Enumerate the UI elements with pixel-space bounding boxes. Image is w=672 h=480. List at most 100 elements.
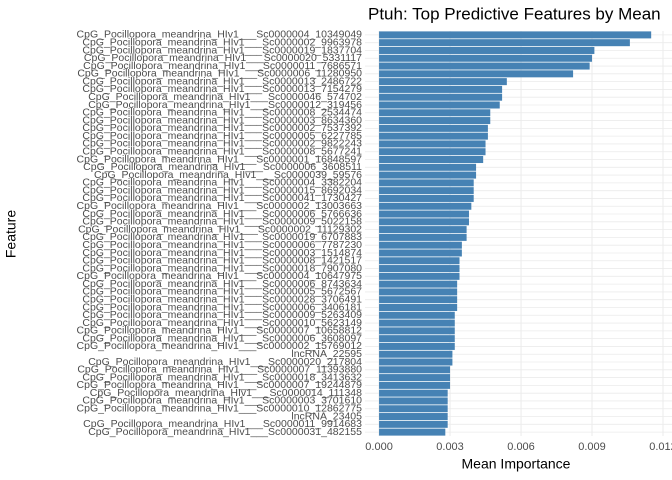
y-tick-label: CpG_Pocillopora_meandrina_HIv1___Sc00000…: [82, 247, 362, 259]
bar: [379, 272, 460, 280]
y-tick-label: CpG_Pocillopora_meandrina_HIv1___Sc00000…: [82, 44, 362, 56]
y-tick-label: CpG_Pocillopora_meandrina_HIv1___Sc00000…: [77, 403, 363, 415]
y-tick-label: CpG_Pocillopora_meandrina_HIv1___Sc00000…: [82, 83, 362, 95]
bar: [379, 171, 477, 179]
bar: [379, 319, 455, 327]
x-tick-label: 0.009: [578, 441, 606, 453]
y-tick-label: CpG_Pocillopora_meandrina_HIv1___Sc00000…: [82, 278, 362, 290]
bar: [379, 366, 451, 374]
y-tick-label: CpG_Pocillopora_meandrina_HIv1___Sc00000…: [82, 309, 362, 321]
y-tick-label: CpG_Pocillopora_meandrina_HIv1___Sc00000…: [82, 192, 362, 204]
x-tick-label: 0.000: [365, 441, 393, 453]
bar: [379, 405, 448, 413]
bar: [379, 62, 590, 70]
bar: [379, 187, 474, 195]
y-tick-label: CpG_Pocillopora_meandrina_HIv1___Sc00000…: [83, 161, 362, 173]
bar: [379, 350, 453, 358]
y-tick-label: CpG_Pocillopora_meandrina_HIv1___Sc00000…: [77, 29, 363, 41]
bar: [379, 342, 455, 350]
y-tick-label: CpG_Pocillopora_meandrina_HIv1___Sc00000…: [83, 60, 362, 72]
bar: [379, 202, 472, 210]
bar: [379, 420, 448, 428]
y-tick-label: CpG_Pocillopora_meandrina_HIv1___Sc00000…: [82, 332, 362, 344]
bar: [379, 311, 455, 319]
bar: [379, 249, 462, 257]
y-tick-label: CpG_Pocillopora_meandrina_HIv1___Sc00000…: [82, 75, 362, 87]
y-tick-label: CpG_Pocillopora_meandrina_HIv1___Sc00000…: [88, 356, 362, 368]
y-tick-label: CpG_Pocillopora_meandrina_HIv1___Sc00000…: [82, 114, 362, 126]
bar: [379, 156, 484, 164]
bar: [379, 241, 462, 249]
y-tick-label: CpG_Pocillopora_meandrina_HIv1___Sc00000…: [82, 371, 362, 383]
y-tick-label: CpG_Pocillopora_meandrina_HIv1___Sc00000…: [77, 68, 362, 80]
y-tick-label: CpG_Pocillopora_meandrina_HIv1___Sc00000…: [82, 208, 362, 220]
bar: [379, 288, 458, 296]
y-tick-label: CpG_Pocillopora_meandrina_HIv1___Sc00000…: [82, 184, 362, 196]
bar: [379, 85, 503, 93]
bar: [379, 389, 448, 397]
y-tick-label: CpG_Pocillopora_meandrina_HIv1___Sc00000…: [88, 91, 362, 103]
y-tick-label: CpG_Pocillopora_meandrina_HIv1___Sc00000…: [82, 146, 362, 158]
y-tick-label: CpG_Pocillopora_meandrina_HIv1___Sc00000…: [82, 216, 362, 228]
bar: [379, 265, 460, 273]
y-tick-label: CpG_Pocillopora_meandrina_HIv1___Sc00000…: [82, 36, 362, 48]
y-tick-label: CpG_Pocillopora_meandrina_HIv1___Sc00000…: [77, 270, 363, 282]
y-tick-label: CpG_Pocillopora_meandrina_HIv1___Sc00000…: [82, 130, 362, 142]
bar: [379, 428, 446, 436]
y-tick-label: CpG_Pocillopora_meandrina_HIv1___Sc00000…: [82, 122, 362, 134]
bar: [379, 397, 448, 405]
y-tick-label: CpG_Pocillopora_meandrina_HIv1___Sc00000…: [94, 169, 362, 181]
y-tick-label: CpG_Pocillopora_meandrina_HIv1___Sc00000…: [78, 223, 362, 235]
bar: [379, 194, 474, 202]
y-tick-label: CpG_Pocillopora_meandrina_HIv1___Sc00000…: [82, 138, 362, 150]
bar: [379, 163, 477, 171]
bar: [379, 70, 574, 78]
x-axis-title: Mean Importance: [462, 456, 571, 472]
y-tick-label: CpG_Pocillopora_meandrina_HIv1___Sc00000…: [82, 177, 362, 189]
bar: [379, 31, 652, 39]
bar: [379, 140, 486, 148]
y-tick-label: CpG_Pocillopora_meandrina_HIv1___Sc00000…: [82, 262, 362, 274]
y-tick-label: CpG_Pocillopora_meandrina_HIv1___Sc00000…: [77, 364, 362, 376]
bar: [379, 374, 451, 382]
bar: [379, 39, 630, 47]
bar: [379, 226, 467, 234]
y-tick-label: CpG_Pocillopora_meandrina_HIv1___Sc00000…: [82, 395, 362, 407]
bar: [379, 124, 488, 132]
y-tick-label: CpG_Pocillopora_meandrina_HIv1___Sc00000…: [82, 239, 362, 251]
y-tick-label: CpG_Pocillopora_meandrina_HIv1___Sc00000…: [82, 293, 362, 305]
bar: [379, 179, 474, 187]
y-tick-label: CpG_Pocillopora_meandrina_HIv1___Sc00000…: [77, 379, 363, 391]
bar: [379, 109, 491, 117]
bar: [379, 148, 486, 156]
bar: [379, 327, 455, 335]
bar: [379, 101, 500, 109]
bar: [379, 381, 451, 389]
bar: [379, 280, 458, 288]
y-tick-label: CpG_Pocillopora_meandrina_HIv1___Sc00000…: [82, 317, 362, 329]
bar: [379, 335, 455, 343]
y-tick-label: CpG_Pocillopora_meandrina_HIv1___Sc00000…: [82, 255, 362, 267]
bar: [379, 93, 503, 101]
bar: [379, 132, 488, 140]
bar: [379, 78, 507, 86]
bar: [379, 296, 458, 304]
y-tick-label: CpG_Pocillopora_meandrina_HIv1___Sc00000…: [90, 387, 362, 399]
x-tick-label: 0.006: [507, 441, 535, 453]
x-tick-label: 0.012: [649, 441, 672, 453]
y-tick-label: CpG_Pocillopora_meandrina_HIv1___Sc00000…: [82, 286, 362, 298]
bar: [379, 303, 458, 311]
bar: [379, 233, 467, 241]
bar: [379, 117, 491, 125]
chart-title: Ptuh: Top Predictive Features by Mean: [368, 4, 661, 23]
y-tick-label: CpG_Pocillopora_meandrina_HIv1___Sc00000…: [88, 99, 362, 111]
bar: [379, 358, 453, 366]
x-tick-label: 0.003: [436, 441, 464, 453]
bar: [379, 54, 593, 62]
bar: [379, 210, 469, 218]
y-tick-label: CpG_Pocillopora_meandrina_HIv1___Sc00000…: [77, 200, 363, 212]
y-tick-label: CpG_Pocillopora_meandrina_HIv1___Sc00000…: [82, 231, 362, 243]
y-tick-label: CpG_Pocillopora_meandrina_HIv1___Sc00000…: [77, 340, 363, 352]
y-tick-label: CpG_Pocillopora_meandrina_HIv1___Sc00000…: [82, 107, 362, 119]
